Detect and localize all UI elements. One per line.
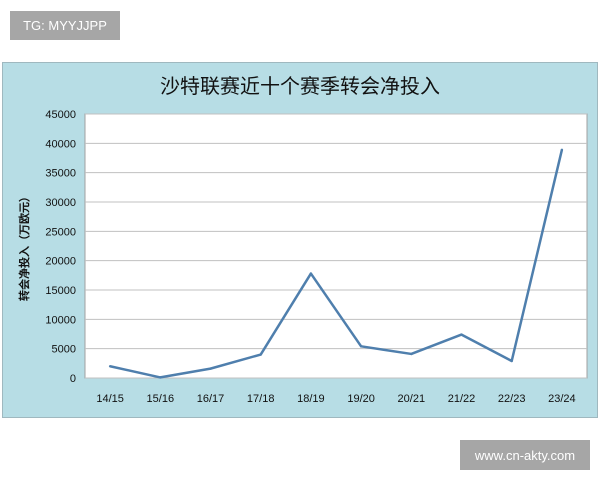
data-point bbox=[108, 365, 112, 368]
x-tick-label: 18/19 bbox=[297, 393, 325, 405]
chart-title: 沙特联赛近十个赛季转会净投入 bbox=[160, 74, 440, 98]
data-point bbox=[309, 272, 313, 275]
x-tick-label: 14/15 bbox=[96, 393, 124, 405]
y-axis-label: 转会净投入（万欧元） bbox=[17, 191, 31, 301]
x-tick-label: 22/23 bbox=[498, 393, 526, 405]
data-point bbox=[460, 333, 463, 336]
y-tick-label: 35000 bbox=[45, 168, 76, 180]
data-point bbox=[510, 359, 513, 363]
watermark-top-left: TG: MYYJJPP bbox=[10, 11, 120, 40]
x-tick-label: 19/20 bbox=[347, 393, 375, 405]
x-tick-label: 20/21 bbox=[398, 393, 426, 405]
y-tick-label: 40000 bbox=[45, 138, 76, 150]
x-tick-label: 17/18 bbox=[247, 393, 275, 405]
data-point bbox=[159, 376, 162, 379]
data-point bbox=[359, 345, 363, 348]
x-tick-label: 21/22 bbox=[448, 393, 476, 405]
x-tick-label: 15/16 bbox=[147, 393, 175, 405]
y-tick-label: 20000 bbox=[45, 256, 76, 268]
y-tick-label: 25000 bbox=[45, 226, 76, 238]
y-tick-label: 10000 bbox=[45, 314, 76, 326]
data-point bbox=[410, 352, 413, 356]
watermark-bottom-right: www.cn-akty.com bbox=[460, 440, 590, 470]
x-tick-label: 16/17 bbox=[197, 393, 225, 405]
series-line bbox=[109, 149, 564, 379]
y-tick-label: 15000 bbox=[45, 285, 76, 297]
y-tick-label: 30000 bbox=[45, 197, 76, 209]
y-tick-label: 0 bbox=[70, 373, 76, 385]
y-tick-label: 5000 bbox=[52, 344, 76, 356]
data-point bbox=[560, 148, 564, 151]
x-tick-label: 23/24 bbox=[548, 393, 576, 405]
data-point bbox=[259, 353, 262, 356]
plot-area bbox=[84, 113, 588, 379]
y-tick-label: 45000 bbox=[45, 109, 76, 121]
data-point bbox=[209, 367, 212, 370]
